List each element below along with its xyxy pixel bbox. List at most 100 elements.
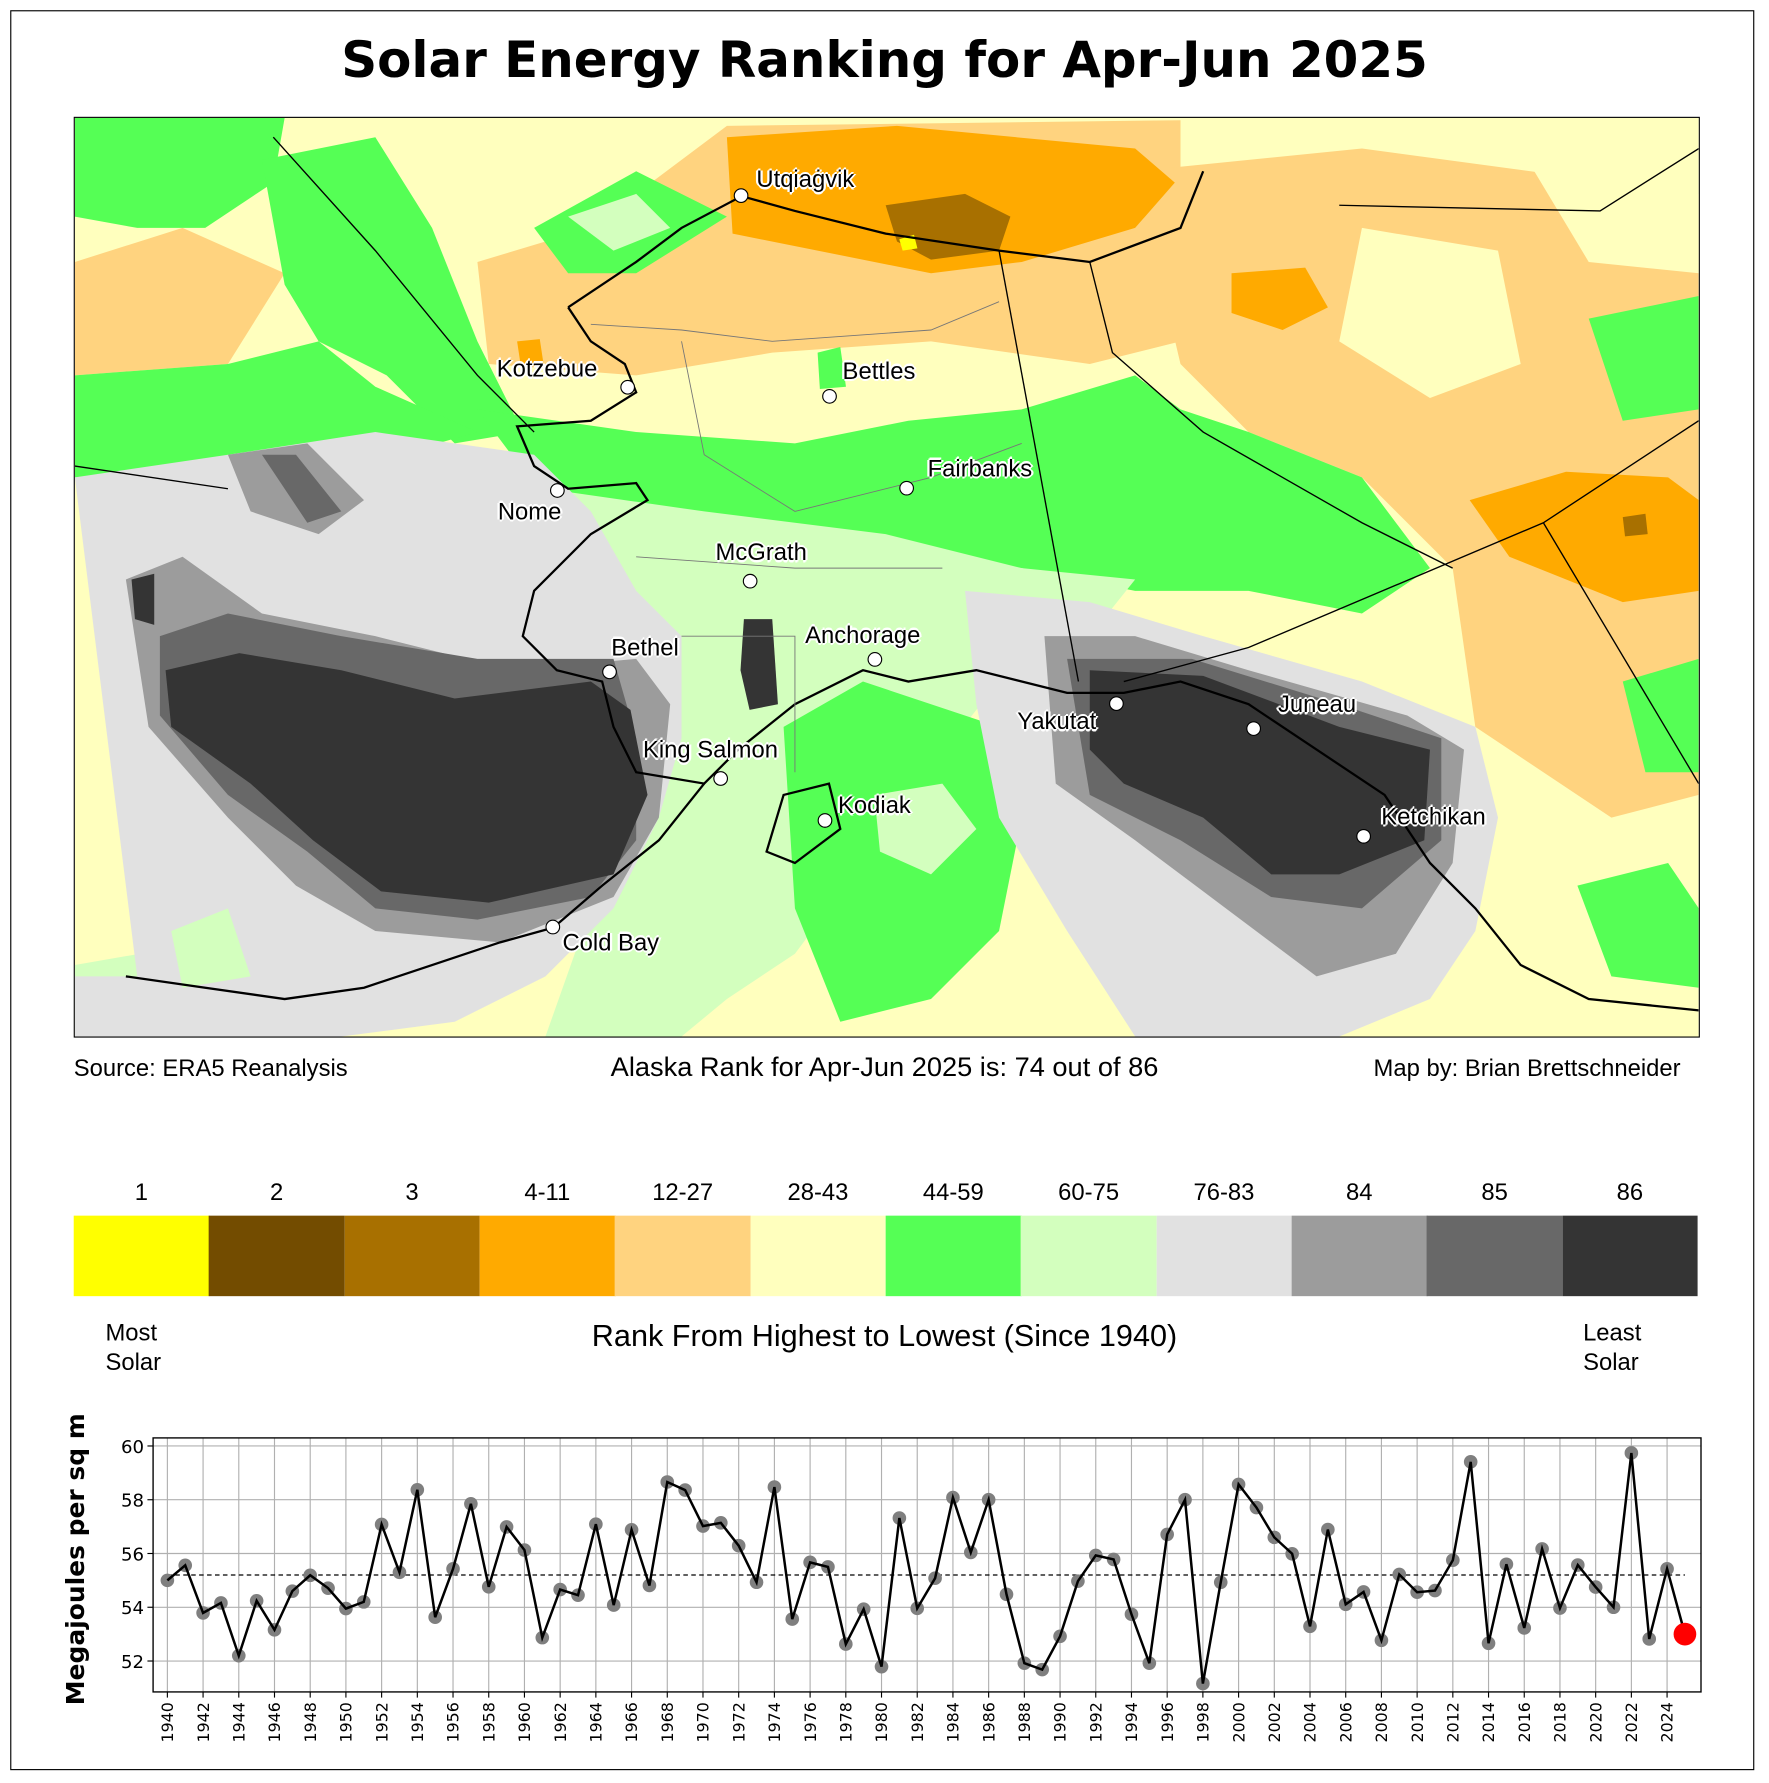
rank-map: Utqiaġvik Kotzebue Bettles Nome Fairbank… (73, 116, 1700, 1038)
x-tick-label: 1962 (551, 1702, 570, 1742)
city-label-fairbanks: Fairbanks (927, 455, 1033, 482)
x-tick-label: 1980 (872, 1702, 891, 1742)
x-tick-label: 2010 (1408, 1702, 1427, 1742)
x-tick-label: 2006 (1336, 1702, 1355, 1742)
page-title: Solar Energy Ranking for Apr-Jun 2025 (341, 31, 1428, 90)
colorbar-swatch (1426, 1215, 1563, 1297)
colorbar-caption: Rank From Highest to Lowest (Since 1940) (591, 1318, 1178, 1353)
colorbar-swatch (1562, 1215, 1699, 1297)
x-tick-label: 1968 (658, 1702, 677, 1742)
x-tick-label: 1952 (372, 1702, 391, 1742)
colorbar-label: 44-59 (922, 1179, 984, 1206)
y-tick-label: 56 (121, 1544, 144, 1565)
x-tick-label: 1944 (229, 1702, 248, 1742)
city-label-king-salmon: King Salmon (642, 737, 779, 764)
city-label-anchorage: Anchorage (805, 622, 921, 649)
x-tick-label: 1986 (979, 1702, 998, 1742)
city-marker-kodiak (817, 813, 833, 828)
x-tick-label: 1942 (194, 1702, 213, 1742)
x-tick-label: 2016 (1515, 1702, 1534, 1742)
y-tick-label: 52 (121, 1652, 144, 1673)
x-tick-label: 1958 (479, 1702, 498, 1742)
city-marker-bethel (602, 664, 617, 680)
colorbar-label: 3 (405, 1179, 419, 1206)
x-tick-label: 1964 (587, 1702, 606, 1742)
city-marker-anchorage (867, 652, 883, 667)
city-label-mcgrath: McGrath (715, 539, 807, 566)
x-tick-label: 1960 (515, 1702, 534, 1742)
figure-frame (10, 10, 1755, 1771)
series-line (166, 1452, 1687, 1684)
colorbar-label: 28-43 (787, 1179, 849, 1206)
x-tick-label: 1970 (694, 1702, 713, 1742)
x-tick-label: 1956 (444, 1702, 463, 1742)
city-label-bethel: Bethel (611, 635, 679, 662)
colorbar-label: 60-75 (1058, 1179, 1120, 1206)
x-tick-label: 1998 (1194, 1702, 1213, 1742)
city-marker-yakutat (1109, 696, 1124, 712)
city-marker-nome (549, 483, 565, 498)
city-label-bettles: Bettles (842, 358, 916, 385)
y-tick-label: 54 (121, 1598, 144, 1619)
city-label-kotzebue: Kotzebue (496, 356, 598, 383)
city-label-juneau: Juneau (1278, 691, 1357, 718)
x-tick-label: 1978 (836, 1702, 855, 1742)
y-axis-label: Megajoules per sq m (62, 1413, 91, 1706)
colorbar-label: 4-11 (524, 1179, 571, 1206)
rank-map-raster (74, 117, 1699, 1037)
colorbar-least-solar-note: Least Solar (1583, 1319, 1642, 1376)
city-marker-utqiagvik (733, 188, 749, 203)
x-tick-label: 1996 (1158, 1702, 1177, 1742)
colorbar-swatch (344, 1215, 481, 1297)
city-marker-cold-bay (545, 919, 561, 935)
city-label-yakutat: Yakutat (1017, 708, 1097, 735)
x-tick-label: 1946 (265, 1702, 284, 1742)
colorbar-most-solar-note: Most Solar (105, 1319, 162, 1376)
highlight-point-2025 (1673, 1622, 1697, 1646)
colorbar-label: 85 (1481, 1179, 1508, 1206)
x-tick-label: 2024 (1658, 1702, 1677, 1742)
x-tick-label: 2012 (1444, 1702, 1463, 1742)
colorbar-label: 84 (1346, 1179, 1373, 1206)
x-tick-label: 1954 (408, 1702, 427, 1742)
x-tick-label: 2018 (1551, 1702, 1570, 1742)
city-label-cold-bay: Cold Bay (562, 929, 660, 956)
x-tick-label: 2008 (1372, 1702, 1391, 1742)
colorbar-swatch (885, 1215, 1022, 1297)
x-tick-label: 1940 (158, 1702, 177, 1742)
x-tick-label: 2004 (1301, 1702, 1320, 1742)
colorbar-label: 76-83 (1193, 1179, 1255, 1206)
x-tick-label: 2022 (1622, 1702, 1641, 1742)
x-tick-label: 1976 (801, 1702, 820, 1742)
x-tick-label: 1984 (944, 1702, 963, 1742)
x-tick-label: 1950 (337, 1702, 356, 1742)
x-tick-label: 1972 (729, 1702, 748, 1742)
city-label-ketchikan: Ketchikan (1381, 804, 1486, 831)
city-label-utqiagvik: Utqiaġvik (756, 166, 855, 193)
colorbar-swatch (750, 1215, 887, 1297)
colorbar-swatch (209, 1215, 345, 1297)
y-tick-label: 60 (121, 1437, 144, 1458)
x-tick-label: 1974 (765, 1702, 784, 1742)
x-tick-label: 2020 (1586, 1702, 1605, 1742)
x-tick-label: 1982 (908, 1702, 927, 1742)
city-marker-king-salmon (713, 771, 729, 786)
x-tick-label: 1994 (1122, 1702, 1141, 1742)
city-label-nome: Nome (497, 498, 562, 526)
x-tick-label: 1990 (1051, 1702, 1070, 1742)
colorbar-label: 86 (1616, 1179, 1644, 1206)
city-marker-kotzebue (620, 379, 636, 395)
x-tick-label: 2002 (1265, 1702, 1284, 1742)
city-marker-bettles (822, 388, 837, 404)
source-note: Source: ERA5 Reanalysis (73, 1055, 348, 1082)
city-marker-fairbanks (899, 480, 915, 496)
y-tick-label: 58 (121, 1491, 144, 1512)
x-tick-label: 2014 (1479, 1702, 1498, 1742)
colorbar-swatch (1291, 1215, 1428, 1297)
colorbar-swatch (73, 1215, 210, 1297)
city-label-kodiak: Kodiak (838, 792, 911, 819)
x-tick-label: 1966 (622, 1702, 641, 1742)
plot-frame (152, 1437, 1702, 1693)
